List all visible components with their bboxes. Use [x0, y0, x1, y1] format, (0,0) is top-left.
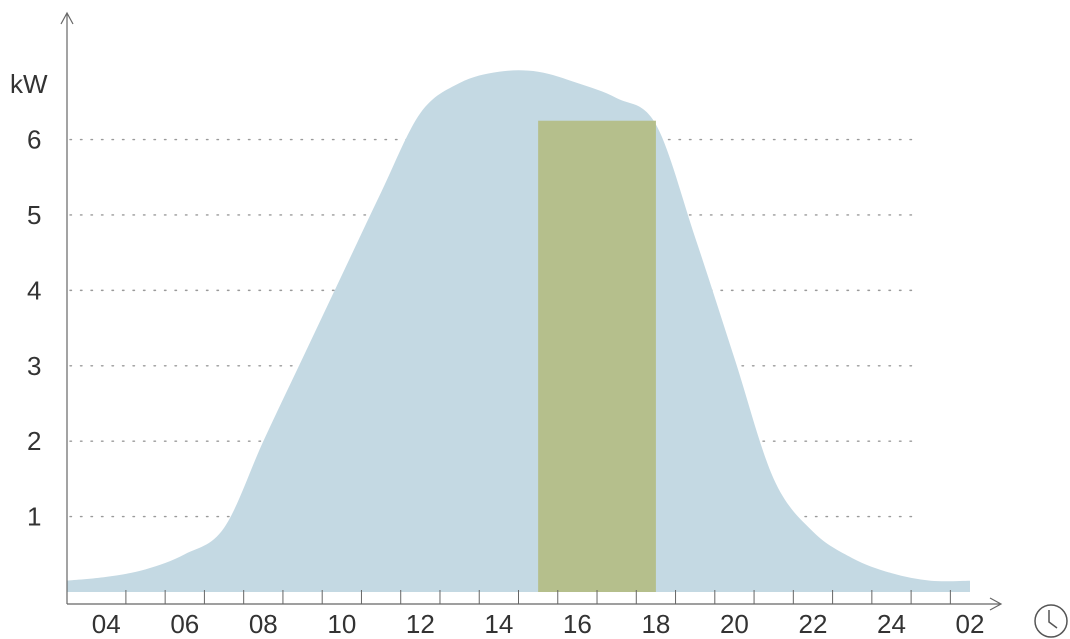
x-tick-labels: 04 06 08 10 12 14 16 18 20 22 24 02 [92, 609, 985, 639]
load-profile-area [67, 70, 970, 593]
y-tick-label-1: 1 [27, 502, 41, 532]
x-tick-label-04: 04 [92, 609, 121, 639]
x-tick-label-08: 08 [249, 609, 278, 639]
x-tick-label-18: 18 [641, 609, 670, 639]
x-tick-label-14: 14 [484, 609, 513, 639]
x-tick-label-16: 16 [563, 609, 592, 639]
y-tick-label-3: 3 [27, 351, 41, 381]
peak-bar [538, 120, 656, 592]
x-tick-label-22: 22 [798, 609, 827, 639]
clock-icon [1034, 604, 1068, 638]
x-tick-label-10: 10 [327, 609, 356, 639]
y-tick-label-2: 2 [27, 426, 41, 456]
x-tick-label-24: 24 [877, 609, 906, 639]
x-axis-arrow [989, 597, 1003, 611]
y-tick-labels: 1 2 3 4 5 6 [27, 125, 41, 532]
y-tick-label-6: 6 [27, 125, 41, 155]
x-tick-label-06: 06 [170, 609, 199, 639]
x-tick-label-20: 20 [720, 609, 749, 639]
x-tick-label-12: 12 [406, 609, 435, 639]
x-tick-label-02: 02 [956, 609, 985, 639]
axes [60, 11, 1003, 611]
y-tick-label-5: 5 [27, 200, 41, 230]
y-axis-label: kW [10, 69, 48, 99]
y-axis-arrow [60, 11, 74, 25]
y-tick-label-4: 4 [27, 275, 41, 305]
